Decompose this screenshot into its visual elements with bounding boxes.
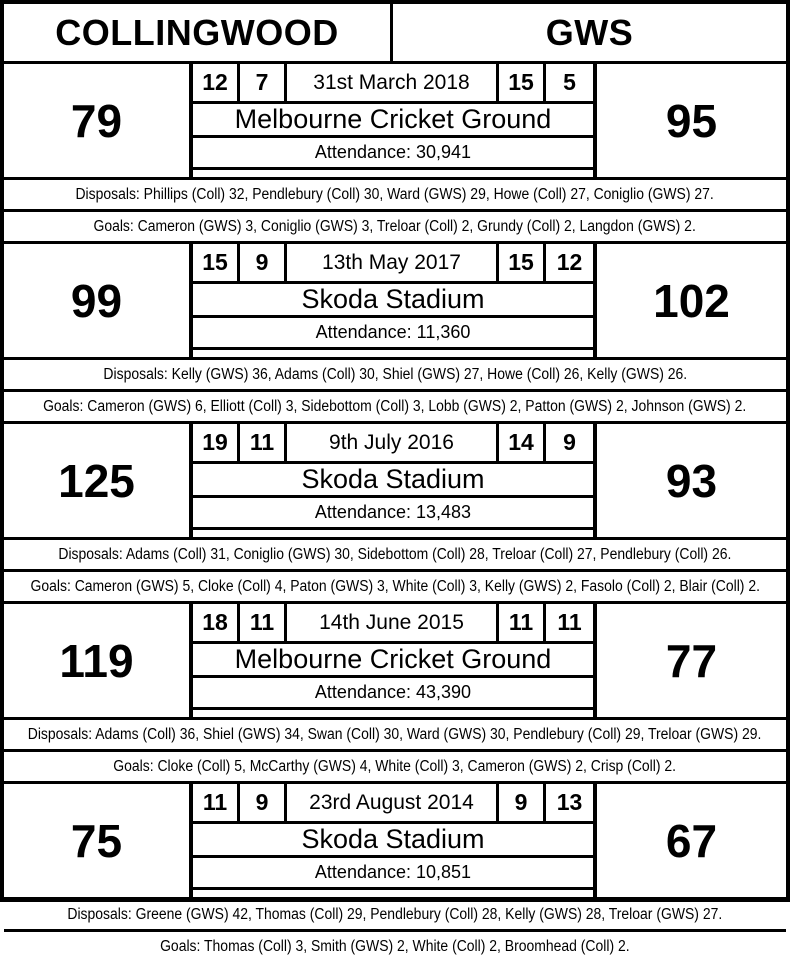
home-behinds: 11 (240, 424, 287, 461)
match-center-panel: 19 11 9th July 2016 14 9 Skoda Stadium A… (193, 424, 593, 537)
scoreline-row: 15 9 13th May 2017 15 12 (193, 244, 593, 284)
away-score: 77 (593, 604, 786, 717)
home-behinds: 11 (240, 604, 287, 641)
goals-line: Goals: Cameron (GWS) 6, Elliott (Coll) 3… (4, 392, 786, 421)
disposals-line: Disposals: Phillips (Coll) 32, Pendlebur… (4, 180, 786, 212)
goals-text: Goals: Thomas (Coll) 3, Smith (GWS) 2, W… (160, 937, 630, 955)
spacer (193, 890, 593, 897)
venue: Melbourne Cricket Ground (193, 104, 593, 138)
attendance: Attendance: 11,360 (193, 318, 593, 350)
match-summary-block: 125 19 11 9th July 2016 14 9 Skoda Stadi… (4, 424, 786, 540)
home-goals: 18 (193, 604, 240, 641)
home-behinds: 7 (240, 64, 287, 101)
match-date: 9th July 2016 (287, 424, 499, 461)
goals-text: Goals: Cameron (GWS) 6, Elliott (Coll) 3… (43, 397, 747, 415)
match-center-panel: 12 7 31st March 2018 15 5 Melbourne Cric… (193, 64, 593, 177)
home-goals: 12 (193, 64, 240, 101)
home-goals: 19 (193, 424, 240, 461)
away-goals: 15 (499, 64, 546, 101)
match-section: 75 11 9 23rd August 2014 9 13 Skoda Stad… (4, 784, 786, 961)
away-behinds: 9 (563, 429, 576, 455)
disposals-text: Disposals: Adams (Coll) 36, Shiel (GWS) … (28, 725, 762, 743)
goals-line: Goals: Thomas (Coll) 3, Smith (GWS) 2, W… (4, 932, 786, 961)
goals-text: Goals: Cameron (GWS) 5, Cloke (Coll) 4, … (30, 577, 760, 595)
disposals-line: Disposals: Adams (Coll) 36, Shiel (GWS) … (4, 720, 786, 752)
spacer (193, 350, 593, 357)
home-goals: 15 (193, 244, 240, 281)
venue: Melbourne Cricket Ground (193, 644, 593, 678)
away-score: 67 (593, 784, 786, 897)
disposals-text: Disposals: Adams (Coll) 31, Coniglio (GW… (58, 545, 732, 563)
match-summary-block: 75 11 9 23rd August 2014 9 13 Skoda Stad… (4, 784, 786, 900)
attendance: Attendance: 43,390 (193, 678, 593, 710)
match-date: 23rd August 2014 (287, 784, 499, 821)
match-section: 79 12 7 31st March 2018 15 5 Melbourne C… (4, 64, 786, 244)
match-section: 119 18 11 14th June 2015 11 11 Melbourne… (4, 604, 786, 784)
scoreline-row: 19 11 9th July 2016 14 9 (193, 424, 593, 464)
away-score: 93 (593, 424, 786, 537)
goals-text: Goals: Cameron (GWS) 3, Coniglio (GWS) 3… (93, 217, 697, 235)
away-goals: 15 (499, 244, 546, 281)
disposals-line: Disposals: Greene (GWS) 42, Thomas (Coll… (4, 900, 786, 932)
disposals-line: Disposals: Adams (Coll) 31, Coniglio (GW… (4, 540, 786, 572)
home-behinds: 9 (240, 784, 287, 821)
spacer (193, 170, 593, 177)
scoreline-row: 11 9 23rd August 2014 9 13 (193, 784, 593, 824)
home-score: 119 (4, 604, 193, 717)
match-date: 31st March 2018 (287, 64, 499, 101)
goals-line: Goals: Cameron (GWS) 5, Cloke (Coll) 4, … (4, 572, 786, 601)
match-date: 14th June 2015 (287, 604, 499, 641)
goals-line: Goals: Cameron (GWS) 3, Coniglio (GWS) 3… (4, 212, 786, 241)
table-header: COLLINGWOOD GWS (4, 4, 786, 64)
away-score: 102 (593, 244, 786, 357)
away-score: 95 (593, 64, 786, 177)
scoreline-row: 18 11 14th June 2015 11 11 (193, 604, 593, 644)
home-score: 125 (4, 424, 193, 537)
goals-line: Goals: Cloke (Coll) 5, McCarthy (GWS) 4,… (4, 752, 786, 781)
home-score: 75 (4, 784, 193, 897)
attendance: Attendance: 10,851 (193, 858, 593, 890)
home-behinds: 9 (240, 244, 287, 281)
home-team-header: COLLINGWOOD (4, 4, 393, 61)
away-behinds: 5 (563, 69, 576, 95)
away-goals: 9 (499, 784, 546, 821)
disposals-line: Disposals: Kelly (GWS) 36, Adams (Coll) … (4, 360, 786, 392)
goals-text: Goals: Cloke (Coll) 5, McCarthy (GWS) 4,… (113, 757, 677, 775)
home-score: 99 (4, 244, 193, 357)
scoreline-row: 12 7 31st March 2018 15 5 (193, 64, 593, 104)
away-team-header: GWS (545, 11, 634, 53)
disposals-text: Disposals: Kelly (GWS) 36, Adams (Coll) … (103, 365, 687, 383)
match-summary-block: 99 15 9 13th May 2017 15 12 Skoda Stadiu… (4, 244, 786, 360)
away-behinds: 11 (557, 609, 582, 635)
away-goals: 14 (499, 424, 546, 461)
away-behinds: 12 (556, 249, 583, 275)
home-goals: 11 (193, 784, 240, 821)
attendance: Attendance: 13,483 (193, 498, 593, 530)
match-sections: 79 12 7 31st March 2018 15 5 Melbourne C… (4, 64, 786, 961)
venue: Skoda Stadium (193, 284, 593, 318)
away-goals: 11 (499, 604, 546, 641)
match-summary-block: 119 18 11 14th June 2015 11 11 Melbourne… (4, 604, 786, 720)
spacer (193, 710, 593, 717)
home-score: 79 (4, 64, 193, 177)
disposals-text: Disposals: Phillips (Coll) 32, Pendlebur… (75, 185, 715, 203)
match-center-panel: 18 11 14th June 2015 11 11 Melbourne Cri… (193, 604, 593, 717)
match-center-panel: 11 9 23rd August 2014 9 13 Skoda Stadium… (193, 784, 593, 897)
disposals-text: Disposals: Greene (GWS) 42, Thomas (Coll… (67, 905, 723, 923)
attendance: Attendance: 30,941 (193, 138, 593, 170)
match-section: 125 19 11 9th July 2016 14 9 Skoda Stadi… (4, 424, 786, 604)
match-summary-block: 79 12 7 31st March 2018 15 5 Melbourne C… (4, 64, 786, 180)
venue: Skoda Stadium (193, 824, 593, 858)
match-date: 13th May 2017 (287, 244, 499, 281)
match-section: 99 15 9 13th May 2017 15 12 Skoda Stadiu… (4, 244, 786, 424)
spacer (193, 530, 593, 537)
venue: Skoda Stadium (193, 464, 593, 498)
match-center-panel: 15 9 13th May 2017 15 12 Skoda Stadium A… (193, 244, 593, 357)
away-behinds: 13 (556, 789, 583, 815)
